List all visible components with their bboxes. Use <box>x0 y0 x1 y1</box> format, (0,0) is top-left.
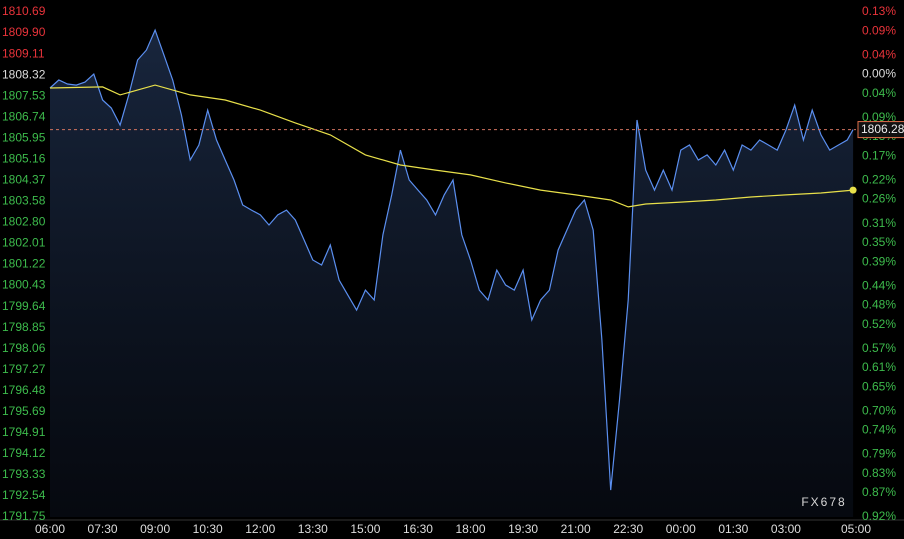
y2-tick-label: 0.83% <box>862 466 896 480</box>
y2-tick-label: 0.92% <box>862 509 896 523</box>
x-tick-label: 16:30 <box>403 522 433 536</box>
last-price-tag <box>857 121 904 139</box>
y2-tick-label: 0.04% <box>862 86 896 100</box>
x-tick-label: 09:00 <box>140 522 170 536</box>
x-tick-label: 22:30 <box>613 522 643 536</box>
x-tick-label: 00:00 <box>666 522 696 536</box>
x-tick-label: 12:00 <box>245 522 275 536</box>
y2-tick-label: 0.57% <box>862 341 896 355</box>
y2-tick-label: 0.09% <box>862 23 896 37</box>
y2-tick-label: 0.61% <box>862 360 896 374</box>
x-tick-label: 01:30 <box>718 522 748 536</box>
y-tick-label: 1802.80 <box>2 215 46 229</box>
y-tick-label: 1799.64 <box>2 299 46 313</box>
y2-tick-label: 0.39% <box>862 254 896 268</box>
y2-tick-label: 0.00% <box>862 67 896 81</box>
y2-tick-label: 0.87% <box>862 485 896 499</box>
y-tick-label: 1800.43 <box>2 278 46 292</box>
x-tick-label: 10:30 <box>193 522 223 536</box>
y2-tick-label: 0.31% <box>862 216 896 230</box>
y-tick-label: 1809.90 <box>2 25 46 39</box>
y-tick-label: 1810.69 <box>2 4 46 18</box>
y2-tick-label: 0.44% <box>862 278 896 292</box>
y-tick-label: 1805.16 <box>2 152 46 166</box>
y2-tick-label: 0.74% <box>862 423 896 437</box>
y-tick-label: 1806.74 <box>2 109 46 123</box>
y-tick-label: 1805.95 <box>2 131 46 145</box>
y-tick-label: 1793.33 <box>2 467 46 481</box>
watermark: FX678 <box>801 495 846 509</box>
y-tick-label: 1803.58 <box>2 194 46 208</box>
y-tick-label: 1791.75 <box>2 509 46 523</box>
y2-tick-label: 0.70% <box>862 403 896 417</box>
y-tick-label: 1798.85 <box>2 320 46 334</box>
y-tick-label: 1808.32 <box>2 67 46 81</box>
y2-tick-label: 0.17% <box>862 148 896 162</box>
y-tick-label: 1794.12 <box>2 446 46 460</box>
y-tick-label: 1797.27 <box>2 362 46 376</box>
x-tick-label: 07:30 <box>88 522 118 536</box>
y2-tick-label: 0.09% <box>862 110 896 124</box>
end-marker <box>849 186 857 194</box>
y-tick-label: 1807.53 <box>2 88 46 102</box>
y2-tick-label: 0.22% <box>862 173 896 187</box>
y-tick-label: 1796.48 <box>2 383 46 397</box>
last-price-label: 1806.28 <box>861 122 904 136</box>
x-tick-label: 03:00 <box>771 522 801 536</box>
average-line <box>49 84 854 208</box>
y-tick-label: 1802.01 <box>2 236 46 250</box>
y2-tick-label: 0.04% <box>862 47 896 61</box>
y2-tick-label: 0.79% <box>862 447 896 461</box>
x-tick-label: 21:00 <box>561 522 591 536</box>
price-area <box>50 30 854 517</box>
y2-tick-label: 0.13% <box>862 4 896 18</box>
y-tick-label: 1809.11 <box>2 46 45 60</box>
y2-tick-label: 0.35% <box>862 235 896 249</box>
y-tick-label: 1801.22 <box>2 257 46 271</box>
y-tick-label: 1794.91 <box>2 425 46 439</box>
x-tick-label: 13:30 <box>298 522 328 536</box>
x-tick-label: 18:00 <box>456 522 486 536</box>
y2-tick-label: 0.52% <box>862 317 896 331</box>
x-tick-label: 06:00 <box>35 522 65 536</box>
y2-tick-label: 0.26% <box>862 192 896 206</box>
y-tick-label: 1792.54 <box>2 488 46 502</box>
x-tick-label: 19:30 <box>508 522 538 536</box>
y-tick-label: 1795.69 <box>2 404 46 418</box>
y-tick-label: 1798.06 <box>2 341 46 355</box>
y2-tick-label: 0.65% <box>862 379 896 393</box>
y-tick-label: 1804.37 <box>2 173 46 187</box>
x-tick-label: 15:00 <box>350 522 380 536</box>
x-tick-label: 05:00 <box>841 522 871 536</box>
y2-tick-label: 0.48% <box>862 298 896 312</box>
